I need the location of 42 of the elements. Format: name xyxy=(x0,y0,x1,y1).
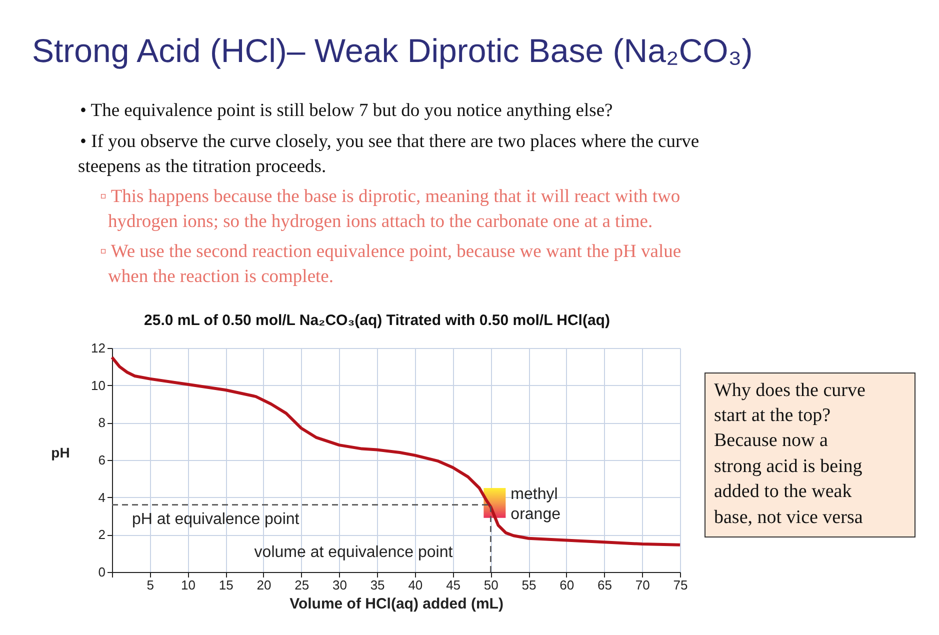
x-tick-label: 40 xyxy=(408,578,423,592)
chart-title: Strong Acid (HCl)– Weak Diprotic Base (Na₂CO₃) xyxy=(32,32,753,69)
y-tick-label: 6 xyxy=(98,452,106,468)
y-tick-label: 2 xyxy=(98,527,106,542)
text: strong acid is being xyxy=(714,456,863,477)
y-tick-label: 12 xyxy=(91,340,106,356)
text: ▫ This happens because the base is diprotic, meaning that it will react with two xyxy=(100,187,680,207)
text: ▫ We use the second reaction equivalence point, because we want the pH value xyxy=(100,242,682,262)
y-tick-label: 8 xyxy=(98,415,106,430)
annotation: volume at equivalence point xyxy=(254,544,454,561)
text: • The equivalence point is still below 7 but do you notice anything else? xyxy=(80,101,613,121)
chart-subtitle: 25.0 mL of 0.50 mol/L Na₂CO₃(aq) Titrated with 0.50 mol/L HCl(aq) xyxy=(144,312,610,329)
text: when the reaction is complete. xyxy=(108,267,334,287)
x-tick-label: 5 xyxy=(146,578,154,592)
text: Why does the curve xyxy=(714,380,866,401)
x-tick-label: 35 xyxy=(370,578,385,592)
series-label: methyl orange xyxy=(510,486,561,523)
y-axis-title: pH xyxy=(51,444,70,460)
text: added to the weak xyxy=(714,481,852,502)
y-tick-label: 0 xyxy=(98,564,106,580)
text: start at the top? xyxy=(714,405,831,426)
text: Because now a xyxy=(714,430,829,451)
text: steepens as the titration proceeds. xyxy=(78,157,326,177)
text: • If you observe the curve closely, you see that there are two places where the curve xyxy=(80,132,700,152)
text: base, not vice versa xyxy=(714,507,864,528)
text: hydrogen ions; so the hydrogen ions attach to the carbonate one at a time. xyxy=(108,212,653,232)
y-tick-label: 10 xyxy=(91,378,106,393)
x-tick-label: 65 xyxy=(598,578,612,592)
x-tick-label: 50 xyxy=(484,578,498,592)
x-tick-label: 30 xyxy=(332,578,347,592)
x-axis-title: Volume of HCl(aq) added (mL) xyxy=(290,596,504,612)
x-tick-label: 55 xyxy=(522,578,536,592)
annotation: pH at equivalence point xyxy=(132,510,300,528)
x-tick-label: 10 xyxy=(181,578,196,592)
x-tick-label: 15 xyxy=(218,578,234,592)
y-tick-label: 4 xyxy=(98,490,106,505)
x-tick-label: 60 xyxy=(560,578,574,592)
x-tick-label: 70 xyxy=(635,578,650,592)
x-tick-label: 45 xyxy=(446,578,461,592)
x-tick-label: 25 xyxy=(294,578,310,592)
x-tick-label: 75 xyxy=(673,578,688,592)
x-tick-label: 20 xyxy=(256,578,272,592)
